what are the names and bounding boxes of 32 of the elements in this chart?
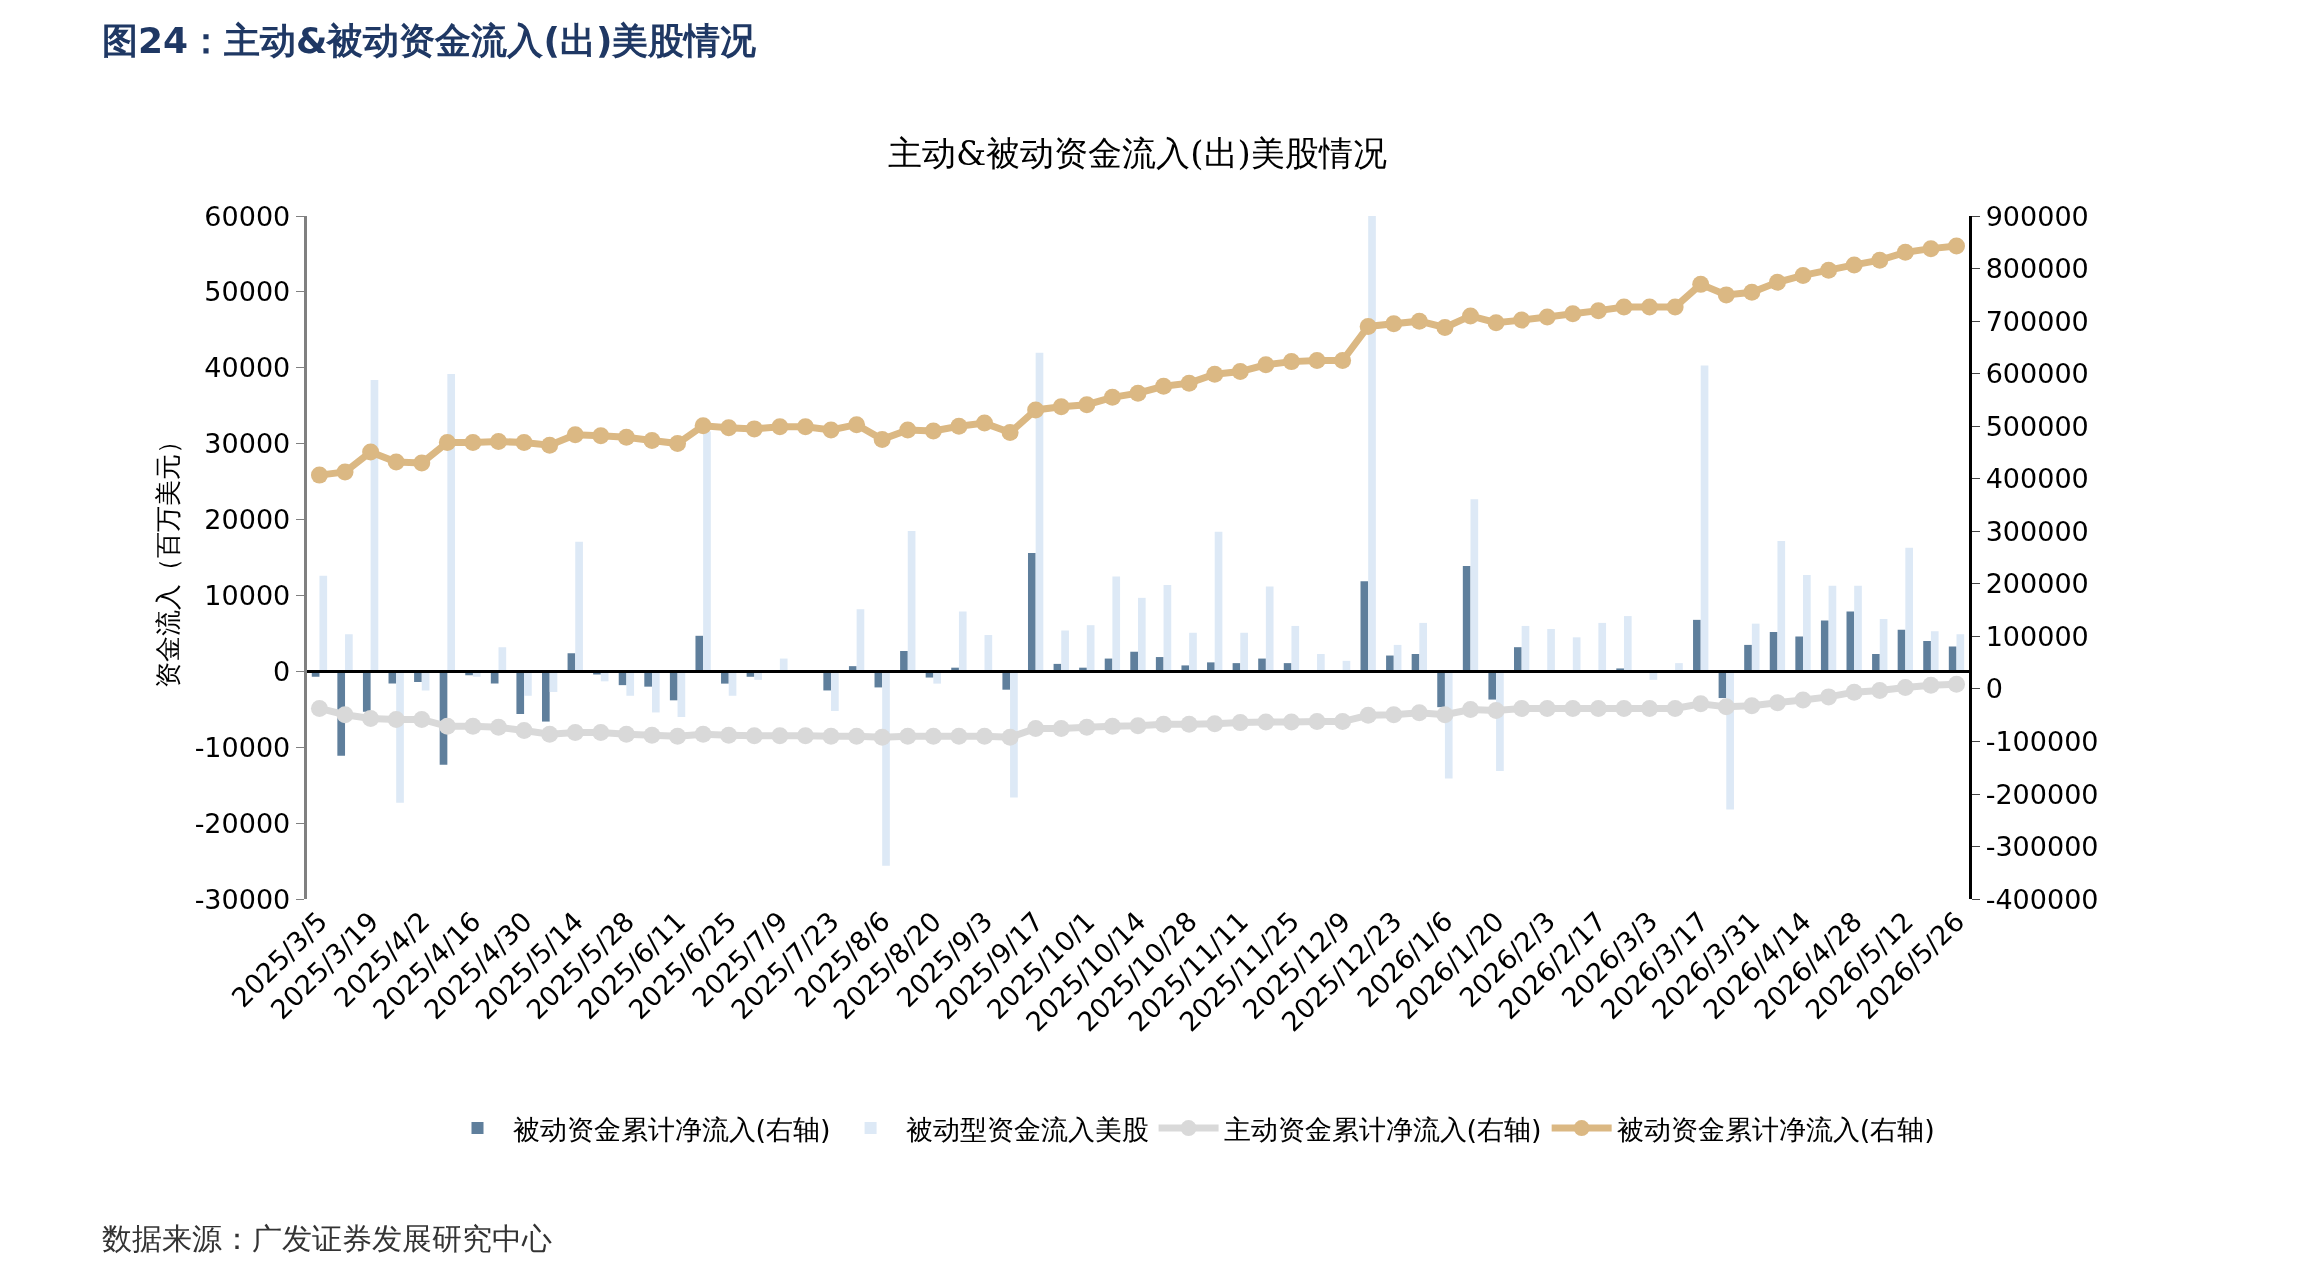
y-tick-label: 50000 [204, 276, 291, 308]
y2-tick-label: 200000 [1985, 568, 2089, 600]
y2-tick-label: -400000 [1985, 883, 2099, 915]
y2-tick-label: -300000 [1985, 831, 2099, 863]
y-tick-label: -30000 [194, 883, 291, 915]
y2-tick-label: 300000 [1985, 515, 2089, 547]
y2-tick-label: 0 [1985, 673, 2003, 705]
legend-label: 主动资金累计净流入(右轴) [1223, 1113, 1542, 1145]
source-note: 数据来源：广发证券发展研究中心 [102, 1221, 552, 1256]
y2-tick-label: -100000 [1985, 725, 2099, 757]
y2-tick-label: 100000 [1985, 620, 2089, 652]
y2-tick-label: 400000 [1985, 463, 2089, 495]
y-tick-label: 20000 [204, 504, 291, 536]
y2-tick-label: 700000 [1985, 305, 2089, 337]
legend-label: 被动资金累计净流入(右轴) [1616, 1113, 1935, 1145]
legend-label: 被动资金累计净流入(右轴) [512, 1113, 831, 1145]
y-tick-label: 60000 [204, 200, 291, 232]
y2-tick-label: -200000 [1985, 778, 2099, 810]
y2-tick-label: 900000 [1985, 200, 2089, 232]
y-tick-label: 10000 [204, 580, 291, 612]
y2-tick-label: 500000 [1985, 410, 2089, 442]
y-tick-label: 40000 [204, 352, 291, 384]
y-tick-label: -20000 [194, 807, 291, 839]
y-tick-label: 30000 [204, 428, 291, 460]
y2-tick-label: 800000 [1985, 253, 2089, 285]
chart-subtitle: 主动&被动资金流入(出)美股情况 [888, 133, 1387, 173]
chart-title: 图24：主动&被动资金流入(出)美股情况 [102, 20, 757, 61]
y-tick-label: 0 [273, 655, 291, 687]
y-tick-label: -10000 [194, 731, 291, 763]
legend-label: 被动型资金流入美股 [905, 1113, 1149, 1145]
y2-tick-label: 600000 [1985, 358, 2089, 390]
y-axis-title: 资金流入（百万美元） [153, 427, 184, 688]
